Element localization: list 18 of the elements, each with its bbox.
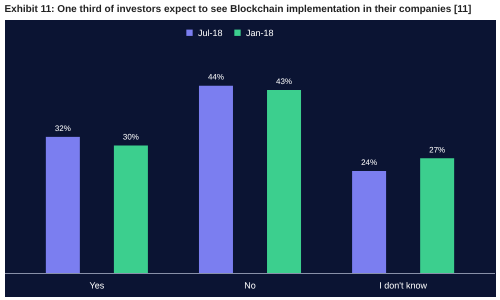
data-label: 27% [429, 145, 446, 154]
x-tick-label: No [244, 280, 256, 290]
bar [114, 145, 148, 274]
data-label: 30% [122, 132, 139, 142]
bar [198, 86, 233, 274]
chart-title: Exhibit 11: One third of investors expect to see Blockchain implementation in their companies [11] [4, 4, 472, 15]
legend-label: Jul-18 [198, 28, 223, 38]
x-tick-label: I don't know [379, 280, 428, 290]
data-label: 32% [54, 124, 71, 133]
data-label: 24% [361, 158, 378, 168]
legend-label: Jan-18 [246, 28, 274, 38]
bar [46, 136, 80, 274]
x-tick-label: Yes [90, 280, 105, 290]
bar [420, 158, 454, 274]
bar [267, 90, 302, 274]
data-label: 43% [276, 76, 292, 86]
data-label: 44% [208, 72, 224, 82]
bar [352, 171, 386, 274]
